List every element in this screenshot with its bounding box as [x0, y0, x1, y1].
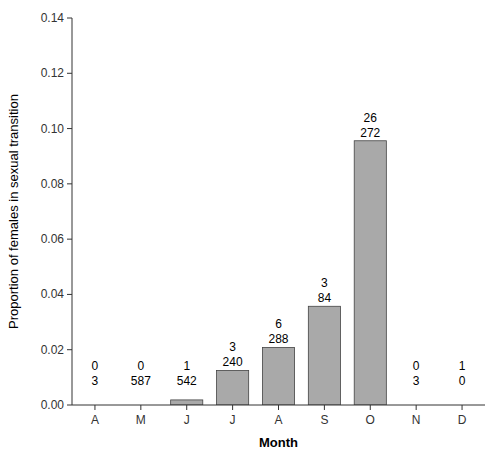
y-tick: [67, 239, 72, 240]
x-tick: [370, 405, 371, 410]
x-tick: [94, 405, 95, 410]
x-axis-label: Month: [259, 435, 298, 450]
y-tick-label: 0.12: [41, 66, 65, 80]
y-tick: [67, 294, 72, 295]
bar: [308, 306, 340, 405]
transitions-label: 1: [183, 359, 190, 373]
sample-size-label: 272: [360, 126, 380, 140]
chart: 3058705421240328868432722630010.000.020.…: [0, 0, 500, 457]
y-tick-label: 0.00: [41, 398, 65, 412]
transitions-label: 3: [229, 340, 236, 354]
y-tick: [67, 183, 72, 184]
y-tick: [67, 73, 72, 74]
y-tick-label: 0.14: [41, 11, 65, 25]
bar: [217, 370, 249, 405]
transitions-label: 0: [137, 359, 144, 373]
sample-size-label: 288: [268, 332, 288, 346]
x-tick: [462, 405, 463, 410]
x-tick-label: J: [184, 413, 190, 427]
y-tick: [67, 349, 72, 350]
bar: [354, 141, 386, 405]
sample-size-label: 84: [318, 291, 332, 305]
x-tick: [416, 405, 417, 410]
transitions-label: 26: [364, 111, 378, 125]
y-tick-label: 0.04: [41, 287, 65, 301]
x-tick-label: O: [366, 413, 375, 427]
y-axis-label: Proportion of females in sexual transiti…: [6, 94, 21, 329]
sample-size-label: 240: [223, 355, 243, 369]
sample-size-label: 542: [177, 374, 197, 388]
y-tick: [67, 18, 72, 19]
y-axis-line: [72, 18, 73, 405]
bars: [171, 141, 387, 405]
bar: [262, 347, 294, 405]
bar: [171, 400, 203, 405]
y-tick: [67, 405, 72, 406]
transitions-label: 3: [321, 276, 328, 290]
x-tick-label: A: [91, 413, 99, 427]
sample-size-label: 3: [413, 374, 420, 388]
x-tick: [324, 405, 325, 410]
y-tick: [67, 128, 72, 129]
sample-size-label: 3: [92, 374, 99, 388]
x-tick-label: D: [458, 413, 467, 427]
x-tick-label: S: [320, 413, 328, 427]
transitions-label: 0: [413, 359, 420, 373]
x-tick: [186, 405, 187, 410]
y-tick-label: 0.08: [41, 177, 65, 191]
transitions-label: 1: [459, 359, 466, 373]
sample-size-label: 0: [459, 374, 466, 388]
annotations: 305870542124032886843272263001: [92, 111, 466, 388]
transitions-label: 6: [275, 317, 282, 331]
x-tick-label: A: [274, 413, 282, 427]
y-tick-label: 0.06: [41, 232, 65, 246]
x-tick-label: J: [230, 413, 236, 427]
y-tick-label: 0.10: [41, 122, 65, 136]
x-tick: [232, 405, 233, 410]
x-tick: [140, 405, 141, 410]
sample-size-label: 587: [131, 374, 151, 388]
transitions-label: 0: [92, 359, 99, 373]
x-tick: [278, 405, 279, 410]
y-tick-label: 0.02: [41, 343, 65, 357]
x-tick-label: M: [136, 413, 146, 427]
x-tick-label: N: [412, 413, 421, 427]
